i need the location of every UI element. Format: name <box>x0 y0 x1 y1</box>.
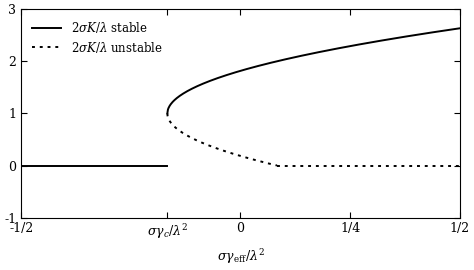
$2\sigma K/\lambda$ unstable <box>274 164 280 167</box>
$2\sigma K/\lambda$ stable <box>89 164 94 167</box>
$2\sigma K/\lambda$ stable <box>161 164 167 167</box>
$2\sigma K/\lambda$ unstable <box>224 150 229 153</box>
$2\sigma K/\lambda$ unstable <box>217 148 223 151</box>
$2\sigma K/\lambda$ stable <box>164 164 170 167</box>
$2\sigma K/\lambda$ stable <box>18 164 24 167</box>
$2\sigma K/\lambda$ unstable <box>164 112 170 115</box>
Legend: $2\sigma K/\lambda$ stable, $2\sigma K/\lambda$ unstable: $2\sigma K/\lambda$ stable, $2\sigma K/\… <box>27 15 167 59</box>
X-axis label: $\sigma\gamma_{\rm eff}/\lambda^2$: $\sigma\gamma_{\rm eff}/\lambda^2$ <box>217 247 264 266</box>
$2\sigma K/\lambda$ unstable <box>217 148 222 151</box>
$2\sigma K/\lambda$ unstable <box>272 163 277 167</box>
$2\sigma K/\lambda$ stable <box>105 164 111 167</box>
$2\sigma K/\lambda$ unstable <box>255 159 260 162</box>
$2\sigma K/\lambda$ stable <box>88 164 93 167</box>
$2\sigma K/\lambda$ stable <box>98 164 103 167</box>
$2\sigma K/\lambda$ unstable <box>230 152 236 155</box>
$2\sigma K/\lambda$ stable <box>138 164 144 167</box>
Line: $2\sigma K/\lambda$ unstable: $2\sigma K/\lambda$ unstable <box>167 113 277 166</box>
